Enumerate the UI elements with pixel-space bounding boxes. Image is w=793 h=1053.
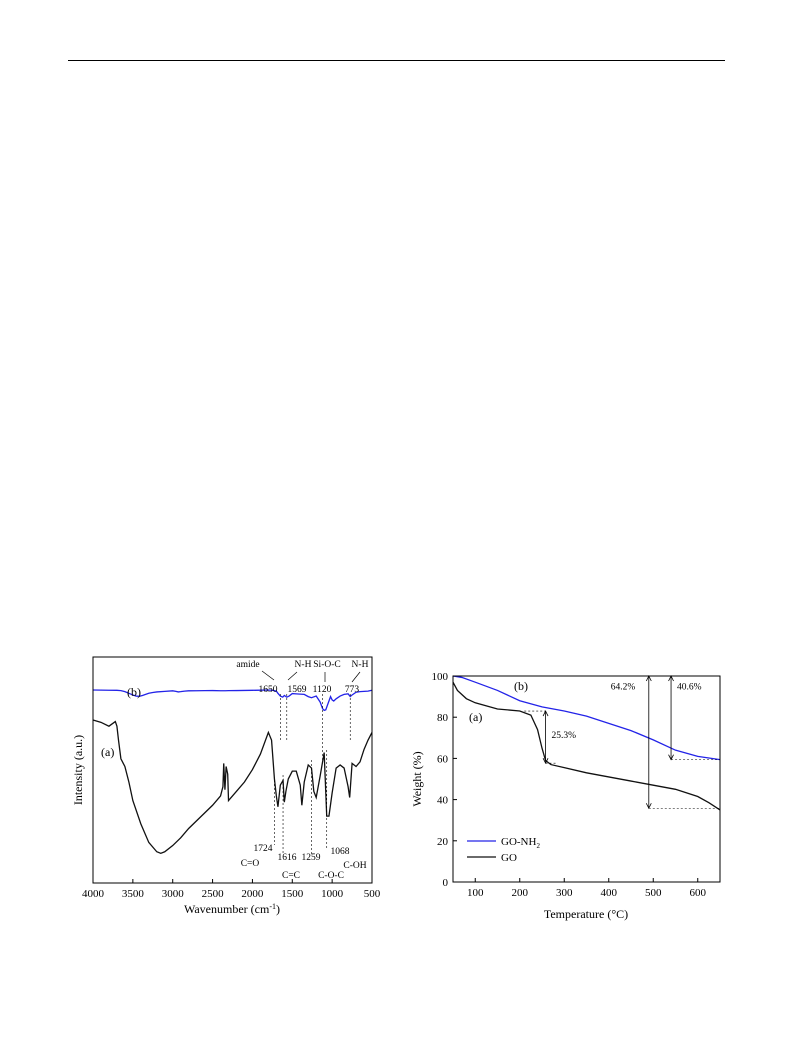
ftir-x-tick-label: 3000	[162, 888, 185, 900]
page-header-rule	[68, 60, 725, 61]
ftir-peak-wavenumber: 773	[345, 685, 360, 695]
tga-y-axis-label: Weight (%)	[410, 751, 424, 806]
tga-y-tick-label: 60	[437, 753, 449, 765]
ftir-x-axis-label: Wavenumber (cm-1)	[184, 902, 280, 916]
ftir-peak-arrow	[351, 671, 361, 683]
ftir-y-axis-label: Intensity (a.u.)	[71, 735, 85, 805]
ftir-annotations: amide 1650 N-H 1569 Si-O-C 1120 N-H 773 1724 C=O 1…	[236, 660, 368, 881]
ftir-peak-wavenumber: 1120	[313, 685, 332, 695]
ftir-peak-wavenumber: 1616	[278, 853, 297, 863]
ftir-peak-label: C=O	[241, 859, 260, 869]
ftir-series-label-b: (b)	[127, 685, 141, 699]
tga-plot-frame	[452, 675, 721, 883]
tga-series-label-b: (b)	[514, 679, 528, 693]
ftir-peak-wavenumber: 1569	[288, 685, 307, 695]
ftir-peak-label: N-H	[295, 660, 312, 670]
tga-loss-label: 25.3%	[552, 731, 577, 741]
tga-x-tick-label: 600	[690, 887, 707, 899]
ftir-peak-arrow	[261, 670, 275, 681]
ftir-plot-frame	[92, 656, 373, 884]
tga-y-tick-label: 20	[437, 836, 449, 848]
ftir-peak-wavenumber: 1259	[302, 853, 321, 863]
tga-y-tick-label: 80	[437, 712, 449, 724]
ftir-series-b-line	[92, 689, 373, 712]
ftir-peak-label: amide	[236, 660, 259, 670]
legend-label-go-nh2: GO-NH2	[501, 836, 540, 850]
tga-x-axis-label: Temperature (°C)	[544, 907, 628, 921]
ftir-series-a-line	[92, 719, 373, 854]
ftir-series-label-a: (a)	[101, 745, 114, 759]
ftir-x-tick-label: 1500	[281, 888, 304, 900]
ftir-peak-wavenumber: 1068	[331, 847, 350, 857]
ftir-peak-label: N-H	[352, 660, 369, 670]
tga-series-go-nh2-line	[452, 675, 721, 761]
ftir-series	[92, 689, 373, 854]
ftir-x-tick-label: 500	[364, 888, 381, 900]
tga-ticks: 100 200 300 400 500 600 0 20 40 60 80 100	[432, 671, 707, 899]
ftir-peak-wavenumber: 1724	[254, 844, 273, 854]
tga-arrow-head	[542, 757, 549, 765]
ftir-x-tick-label: 1000	[321, 888, 344, 900]
tga-legend: GO-NH2 GO	[467, 836, 540, 864]
tga-loss-label: 64.2%	[611, 682, 636, 692]
tga-series-label-a: (a)	[469, 710, 482, 724]
tga-loss-label: 40.6%	[677, 682, 702, 692]
ftir-x-tick-label: 2500	[202, 888, 225, 900]
ftir-peak-wavenumber: 1650	[259, 685, 278, 695]
ftir-x-tick-label: 2000	[241, 888, 264, 900]
ftir-peak-label: C-OH	[343, 861, 366, 871]
tga-x-tick-label: 100	[467, 887, 484, 899]
tga-y-tick-label: 0	[443, 877, 449, 889]
ftir-peak-arrow	[287, 671, 298, 681]
ftir-x-tick-label: 3500	[122, 888, 145, 900]
ftir-peak-label: Si-O-C	[313, 660, 340, 670]
tga-x-tick-label: 200	[512, 887, 529, 899]
tga-series-go-line	[452, 681, 721, 811]
tga-series	[452, 675, 721, 811]
ftir-peak-label: C=C	[282, 871, 300, 881]
tga-annotations: 25.3% 64.2% 40.6%	[524, 675, 720, 810]
ftir-peak-label: C-O-C	[318, 871, 344, 881]
tga-y-tick-label: 40	[437, 795, 449, 807]
tga-x-tick-label: 500	[645, 887, 662, 899]
ftir-x-tick-label: 4000	[82, 888, 105, 900]
tga-arrow-head	[542, 710, 549, 717]
tga-x-tick-label: 400	[601, 887, 618, 899]
legend-label-go: GO	[501, 852, 517, 864]
tga-x-tick-label: 300	[556, 887, 573, 899]
tga-y-tick-label: 100	[432, 671, 449, 683]
ftir-x-ticks: 4000 3500 3000 2500 2000 1500 1000 500	[82, 879, 381, 900]
